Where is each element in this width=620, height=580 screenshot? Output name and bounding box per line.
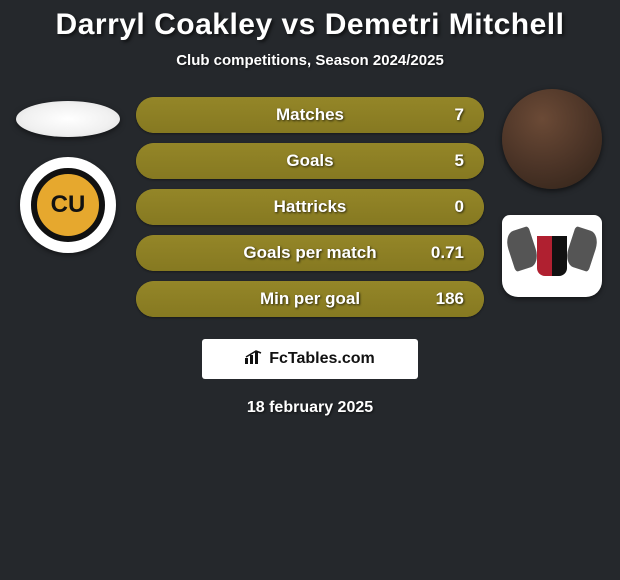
date-line: 18 february 2025 bbox=[0, 399, 620, 417]
stats-column: Matches7 Goals5 Hattricks0 Goals per match0… bbox=[128, 97, 492, 317]
player-photo-left bbox=[16, 101, 120, 137]
club-logo-right bbox=[502, 215, 602, 297]
right-column bbox=[492, 97, 612, 297]
subtitle: Club competitions, Season 2024/2025 bbox=[0, 52, 620, 69]
stat-value: 7 bbox=[455, 97, 464, 133]
attribution-text: FcTables.com bbox=[269, 350, 375, 368]
stat-bar: Goals per match0.71 bbox=[136, 235, 484, 271]
stat-label: Min per goal bbox=[136, 281, 484, 317]
stat-value: 0.71 bbox=[431, 235, 464, 271]
page-title: Darryl Coakley vs Demetri Mitchell bbox=[0, 8, 620, 42]
stat-bar: Goals5 bbox=[136, 143, 484, 179]
stat-label: Matches bbox=[136, 97, 484, 133]
stat-bar: Min per goal186 bbox=[136, 281, 484, 317]
stat-label: Hattricks bbox=[136, 189, 484, 225]
club-abbrev-left: CU bbox=[31, 168, 105, 242]
main-row: CU Matches7 Goals5 Hattricks0 Goals per mat… bbox=[0, 97, 620, 317]
player-photo-right bbox=[502, 89, 602, 189]
stat-label: Goals bbox=[136, 143, 484, 179]
stat-value: 5 bbox=[455, 143, 464, 179]
stat-bar: Matches7 bbox=[136, 97, 484, 133]
stat-value: 0 bbox=[455, 189, 464, 225]
club-logo-left: CU bbox=[20, 157, 116, 253]
comparison-card: Darryl Coakley vs Demetri Mitchell Club … bbox=[0, 0, 620, 417]
attribution-badge: FcTables.com bbox=[202, 339, 418, 379]
chart-icon bbox=[245, 350, 263, 368]
left-column: CU bbox=[8, 97, 128, 253]
stat-bar: Hattricks0 bbox=[136, 189, 484, 225]
stat-value: 186 bbox=[436, 281, 464, 317]
